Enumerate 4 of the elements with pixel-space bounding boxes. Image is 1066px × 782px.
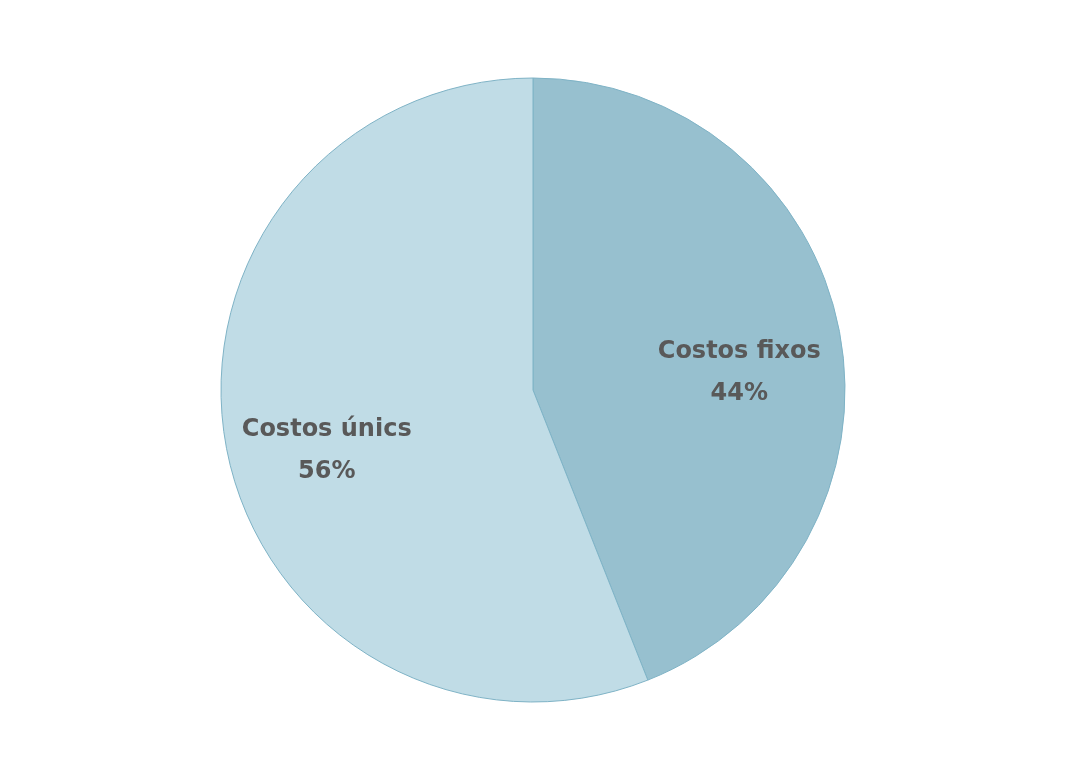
data-label: 56%	[297, 456, 356, 485]
slice-label: Costos únics	[241, 414, 412, 443]
slice-label: Costos fixos	[657, 335, 821, 364]
data-label: 44%	[710, 377, 769, 406]
